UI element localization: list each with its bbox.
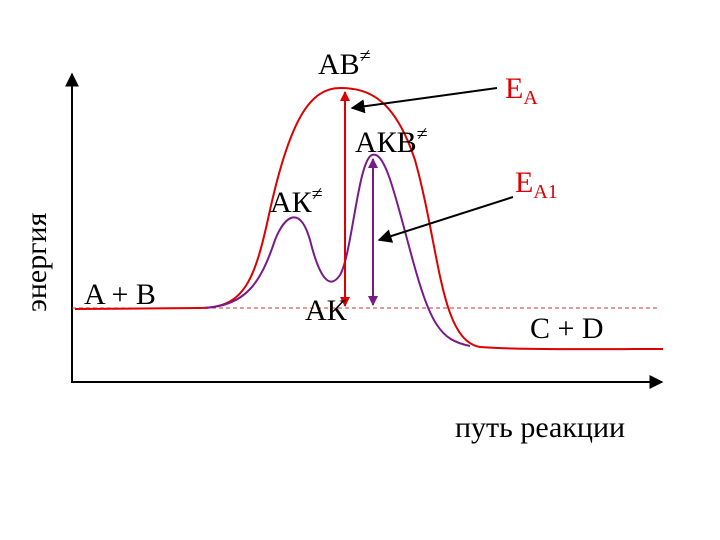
- label: АКВ≠: [355, 123, 428, 159]
- axis-label: путь реакции: [455, 411, 625, 444]
- label: EA: [505, 72, 538, 109]
- pointer-arrow: [377, 196, 514, 243]
- label: A + B: [84, 278, 156, 311]
- pointer-arrow: [350, 87, 498, 114]
- uncatalyzed-curve: [74, 86, 664, 351]
- label: АК: [305, 294, 348, 327]
- label: C + D: [530, 312, 604, 345]
- label: АВ≠: [318, 45, 371, 81]
- label: АК≠: [270, 183, 323, 219]
- label: EA1: [515, 166, 558, 203]
- axis-label: энергия: [20, 212, 53, 312]
